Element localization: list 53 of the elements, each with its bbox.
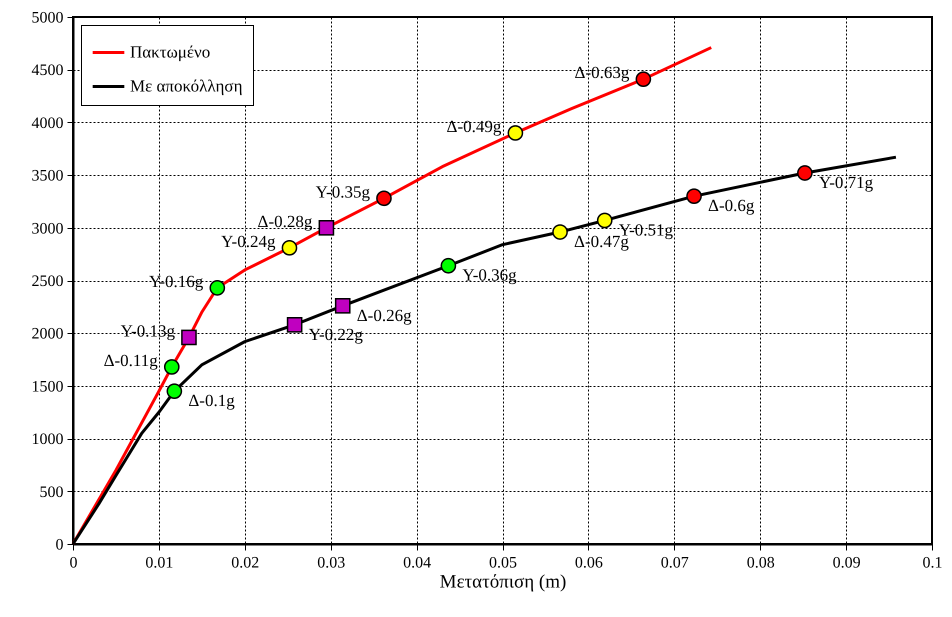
y-tick-label: 2500 (32, 273, 64, 290)
y-tick-label: 4500 (32, 62, 64, 80)
point (318, 220, 334, 236)
x-tick-label: 0.07 (660, 554, 689, 572)
annotation: Y-0.71g (818, 172, 874, 192)
point (440, 258, 456, 274)
point (181, 330, 197, 346)
x-tick-label: 0.1 (922, 554, 942, 572)
point (164, 359, 180, 375)
annotation: Y-0.24g (221, 232, 276, 251)
annotation: Y-0.36g (462, 266, 518, 285)
x-axis-title: Μετατόπιση (m) (440, 572, 566, 592)
legend-label: Πακτωμένο (130, 42, 210, 62)
y-tick-label: 2000 (32, 326, 64, 343)
x-tick-label: 0.01 (145, 554, 174, 572)
x-tick-label: 0.08 (746, 554, 775, 572)
annotation: Y-0.35g (316, 182, 370, 202)
point (334, 298, 351, 314)
point (552, 224, 568, 240)
x-tick-label: 0.04 (403, 554, 432, 572)
y-tick-label: 500 (40, 484, 64, 501)
annotation: Δ-0.1g (188, 391, 236, 410)
x-tick-label: 0 (70, 554, 78, 572)
annotation: Y-0.16g (149, 272, 204, 291)
point (282, 240, 298, 256)
annotation: Δ-0.6g (708, 196, 755, 216)
point (636, 71, 652, 87)
y-tick-label: 3000 (32, 220, 64, 238)
y-tick-label: 3500 (32, 168, 64, 185)
point (209, 280, 226, 296)
annotation: Y-0.22g (308, 324, 364, 344)
annotation: Δ-0.49g (446, 116, 502, 136)
legend-label: Με αποκόλληση (130, 76, 242, 96)
y-tick-label: 1000 (32, 431, 64, 448)
y-tick-label: 0 (56, 536, 64, 554)
x-tick-label: 0.09 (832, 554, 861, 572)
point (797, 165, 813, 181)
annotation: Δ-0.28g (258, 212, 313, 231)
point (376, 190, 392, 206)
point (686, 188, 702, 204)
y-tick-label: 5000 (32, 10, 64, 26)
x-tick-label: 0.02 (231, 554, 260, 572)
y-tick-label: 4000 (32, 114, 64, 132)
x-tick-label: 0.03 (317, 554, 346, 572)
point (508, 125, 524, 141)
x-tick-label: 0.06 (574, 554, 603, 572)
annotation: Δ-0.26g (356, 306, 412, 325)
point (286, 316, 302, 333)
y-tick-label: 1500 (32, 378, 64, 396)
x-tick-label: 0.05 (489, 554, 517, 572)
point (166, 383, 182, 399)
annotation: Δ-0.11g (104, 350, 158, 370)
point (596, 212, 613, 228)
